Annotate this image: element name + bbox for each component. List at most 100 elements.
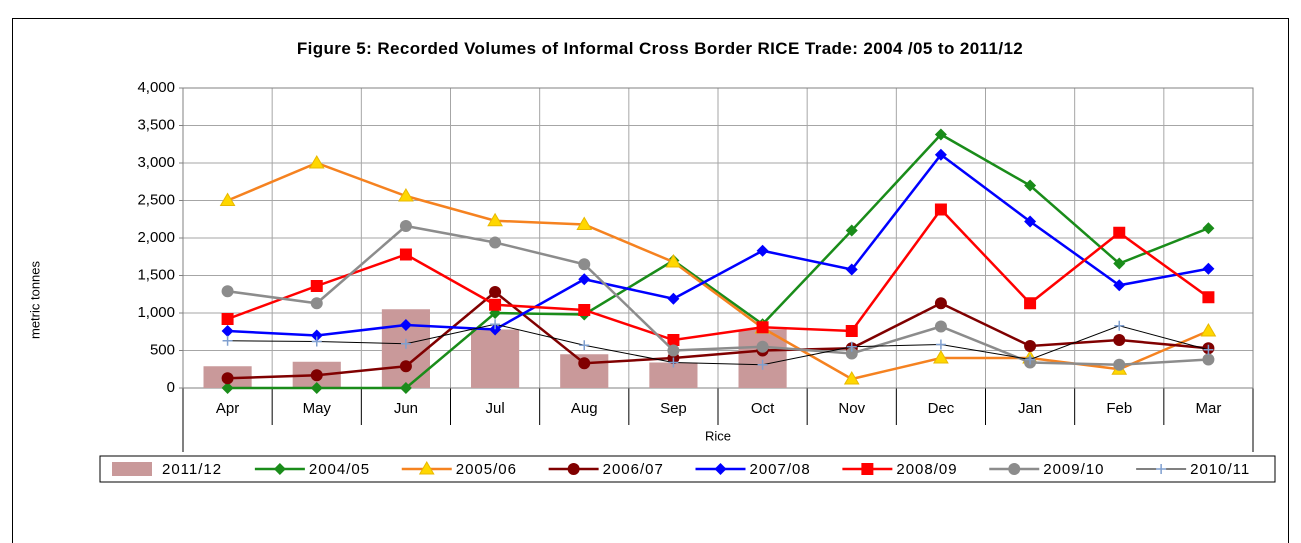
marker (934, 148, 947, 161)
legend-label: 2007/08 (750, 461, 811, 478)
marker (310, 369, 323, 382)
marker (667, 344, 680, 357)
marker (310, 329, 323, 342)
marker (756, 340, 769, 353)
y-tick-label: 2,500 (137, 191, 175, 208)
y-tick-label: 3,500 (137, 116, 175, 133)
marker (221, 382, 234, 394)
marker (576, 216, 593, 230)
marker (1024, 215, 1037, 228)
marker (310, 280, 323, 292)
line (227, 132, 1209, 390)
x-tick-label: Dec (928, 400, 955, 417)
marker (933, 350, 949, 364)
marker (489, 236, 502, 249)
line (227, 153, 1209, 337)
marker (1202, 262, 1215, 275)
line (227, 323, 1209, 366)
x-tick-label: Apr (216, 400, 239, 417)
marker (667, 292, 680, 305)
bar (738, 329, 787, 388)
legend-marker (714, 463, 727, 475)
legend-marker (567, 463, 580, 475)
y-tick-label: 1,000 (137, 304, 175, 321)
marker (1114, 320, 1125, 331)
marker (1200, 323, 1217, 337)
marker (1113, 226, 1126, 239)
chart-border (12, 18, 1289, 543)
marker (221, 285, 234, 298)
marker (935, 339, 946, 350)
plot-border (182, 87, 1254, 389)
marker (756, 244, 769, 257)
marker (489, 298, 502, 311)
marker (845, 347, 858, 360)
marker (578, 258, 591, 271)
marker (579, 340, 590, 351)
legend-label: 2004/05 (309, 461, 370, 478)
marker (310, 382, 323, 394)
marker (398, 188, 414, 202)
y-axis-title: metric tonnes (27, 260, 42, 339)
marker (934, 128, 947, 141)
marker (310, 297, 323, 310)
marker (1024, 340, 1037, 352)
marker (1025, 354, 1036, 365)
marker (222, 335, 233, 346)
y-tick-label: 3,000 (137, 154, 175, 171)
marker (308, 155, 325, 169)
marker (487, 212, 503, 227)
x-tick-label: Jan (1018, 400, 1042, 417)
x-tick-label: Feb (1106, 400, 1132, 417)
legend-marker (861, 463, 874, 475)
x-group-label: Rice (705, 428, 731, 443)
marker (845, 224, 858, 237)
marker (489, 286, 502, 298)
x-tick-label: May (303, 400, 332, 417)
marker (578, 357, 591, 370)
marker (399, 220, 412, 232)
marker (757, 359, 768, 370)
marker (489, 323, 502, 336)
legend-swatch (112, 462, 152, 476)
x-tick-label: Jun (394, 400, 418, 417)
marker (756, 321, 769, 334)
y-tick-label: 4,000 (137, 79, 175, 96)
bar (471, 329, 520, 388)
marker (1113, 334, 1126, 346)
legend-label: 2005/06 (456, 461, 517, 478)
marker (845, 263, 858, 276)
marker (846, 341, 857, 352)
marker (1024, 179, 1037, 192)
legend-marker (1008, 463, 1021, 475)
y-tick-label: 2,000 (137, 229, 175, 246)
chart-title: Figure 5: Recorded Volumes of Informal C… (296, 39, 1024, 58)
marker (1024, 297, 1037, 310)
marker (400, 338, 411, 349)
x-tick-label: Sep (660, 400, 687, 417)
marker (399, 319, 412, 331)
y-tick-label: 0 (167, 379, 175, 396)
legend-marker (418, 461, 435, 475)
marker (843, 371, 860, 385)
marker (399, 248, 412, 261)
x-tick-label: Jul (485, 400, 504, 417)
legend-label: 2010/11 (1190, 461, 1250, 478)
marker (667, 334, 680, 346)
marker (668, 357, 679, 368)
marker (221, 325, 234, 337)
legend-label: 2006/07 (603, 461, 664, 478)
marker (1202, 222, 1215, 235)
legend-label: 2009/10 (1043, 461, 1104, 478)
line (227, 224, 1209, 367)
marker (1113, 279, 1126, 292)
marker (1202, 353, 1215, 366)
line (227, 161, 1209, 381)
line (227, 207, 1210, 342)
marker (490, 319, 501, 330)
marker (311, 336, 322, 347)
legend-label: 2008/09 (896, 461, 957, 478)
y-tick-label: 1,500 (137, 266, 175, 283)
marker (1203, 344, 1214, 355)
